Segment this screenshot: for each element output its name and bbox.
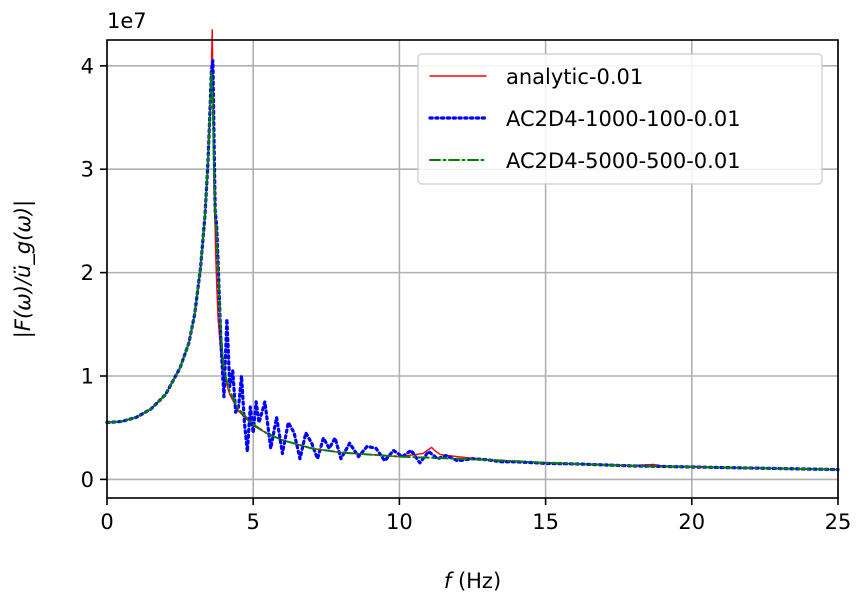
series-line-3 xyxy=(106,70,839,471)
y-offset-multiplier: 1e7 xyxy=(107,9,147,33)
y-tick-label: 4 xyxy=(81,54,94,78)
y-axis-label: |F(ω)/ü_g(ω)| xyxy=(11,200,36,338)
legend-box xyxy=(417,53,823,185)
ticks: 0 5 10 15 20 25 0 1 2 3 4 xyxy=(81,54,852,534)
plot-frame xyxy=(106,39,839,499)
legend: analytic-0.01 AC2D4-1000-100-0.01 AC2D4-50… xyxy=(417,53,823,185)
legend-label-3: AC2D4-5000-500-0.01 xyxy=(506,149,741,173)
y-tick-label: 3 xyxy=(81,158,94,182)
legend-label-1: analytic-0.01 xyxy=(506,65,643,89)
series-line-2 xyxy=(105,59,840,472)
y-tick-label: 1 xyxy=(81,365,94,389)
series-layer xyxy=(105,28,840,472)
x-axis-label: f (Hz) xyxy=(444,569,501,593)
y-tick-label: 2 xyxy=(81,261,94,285)
legend-label-2: AC2D4-1000-100-0.01 xyxy=(506,107,741,131)
x-tick-label: 0 xyxy=(100,510,113,534)
x-tick-label: 5 xyxy=(247,510,260,534)
x-tick-label: 20 xyxy=(678,510,705,534)
x-tick-label: 25 xyxy=(825,510,852,534)
y-tick-label: 0 xyxy=(81,468,94,492)
x-tick-label: 10 xyxy=(386,510,413,534)
x-axis-label-var: f xyxy=(444,569,455,593)
x-tick-label: 15 xyxy=(532,510,559,534)
x-axis-label-unit: (Hz) xyxy=(451,569,501,593)
